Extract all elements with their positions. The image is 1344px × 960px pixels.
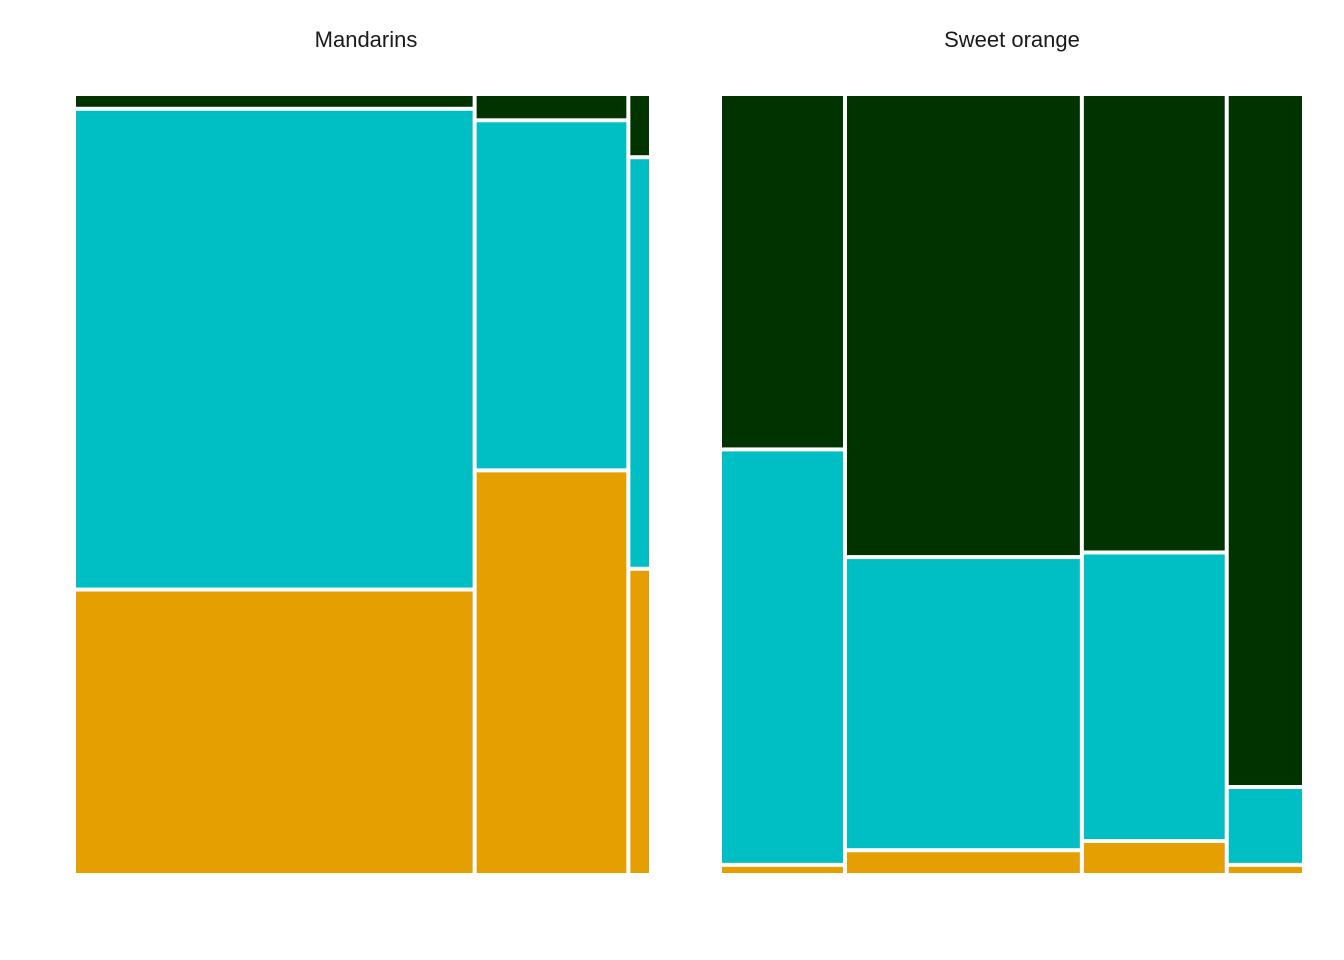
tile-p1-c2-teal: [1083, 554, 1225, 840]
tile-p0-c2-dark_green: [630, 96, 649, 156]
tile-p1-c2-orange: [1083, 843, 1225, 873]
panel-tiles: [76, 96, 649, 873]
tile-p1-c0-orange: [722, 866, 843, 873]
tile-p1-c0-teal: [722, 451, 843, 863]
tile-p0-c1-orange: [476, 472, 627, 873]
tile-p1-c3-orange: [1228, 866, 1302, 873]
panel-tiles: [722, 96, 1302, 873]
tile-p1-c0-dark_green: [722, 96, 843, 448]
panel-title-mandarins: Mandarins: [315, 27, 418, 52]
panel-sweet-orange: Sweet orange: [722, 27, 1302, 873]
tile-p0-c0-teal: [76, 110, 473, 588]
tile-p0-c1-dark_green: [476, 96, 627, 119]
tile-p0-c2-orange: [630, 570, 649, 873]
tile-p1-c1-orange: [846, 852, 1080, 873]
tile-p1-c3-dark_green: [1228, 96, 1302, 786]
tile-p0-c0-dark_green: [76, 96, 473, 107]
tile-p0-c1-teal: [476, 122, 627, 469]
tile-p0-c0-orange: [76, 591, 473, 873]
panel-mandarins: Mandarins: [76, 27, 649, 873]
panel-title-sweet-orange: Sweet orange: [944, 27, 1080, 52]
tile-p1-c2-dark_green: [1083, 96, 1225, 551]
tile-p1-c1-teal: [846, 559, 1080, 849]
tile-p0-c2-teal: [630, 159, 649, 567]
tile-p1-c1-dark_green: [846, 96, 1080, 556]
tile-p1-c3-teal: [1228, 789, 1302, 863]
